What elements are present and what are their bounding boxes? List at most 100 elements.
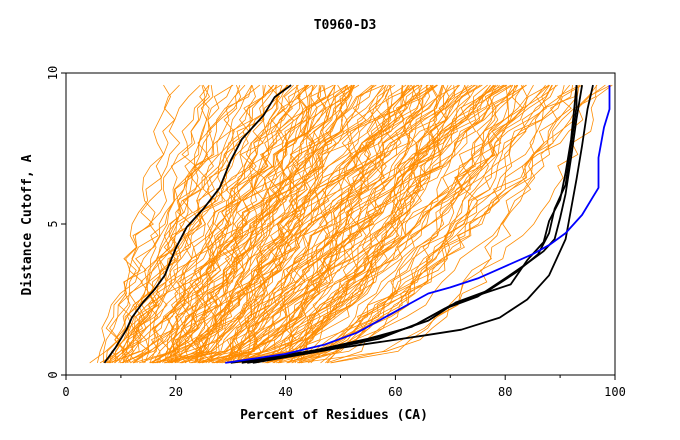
background-model-line	[134, 84, 355, 364]
background-model-line	[133, 84, 353, 364]
background-model-line	[286, 84, 553, 364]
x-tick-label: 60	[388, 385, 402, 399]
background-model-line	[132, 84, 298, 364]
background-model-line	[248, 84, 518, 363]
background-model-line	[106, 84, 206, 364]
y-tick-label: 0	[46, 371, 60, 378]
background-model-line	[264, 84, 527, 364]
background-model-line	[205, 84, 431, 364]
background-model-line	[219, 84, 437, 364]
background-model-line	[223, 84, 459, 364]
background-model-line	[189, 85, 443, 364]
model-series-lines	[103, 84, 611, 364]
background-model-line	[130, 84, 241, 364]
background-model-line	[257, 84, 471, 364]
background-model-line	[236, 84, 473, 364]
background-model-line	[242, 84, 524, 364]
background-model-line	[114, 84, 246, 364]
background-model-line	[287, 85, 565, 364]
background-model-line	[213, 84, 475, 364]
background-model-line	[266, 84, 500, 364]
background-model-line	[195, 84, 429, 364]
background-model-line	[266, 84, 513, 364]
x-tick-label: 100	[604, 385, 626, 399]
background-model-line	[296, 84, 583, 364]
background-model-line	[149, 84, 355, 364]
model-series-line	[252, 84, 594, 364]
y-axis-label: Distance Cutoff, A	[20, 154, 35, 295]
background-model-line	[151, 85, 278, 364]
y-tick-label: 10	[46, 66, 60, 80]
background-model-lines	[89, 84, 613, 364]
background-model-line	[280, 84, 476, 363]
background-model-line	[118, 84, 233, 364]
background-model-line	[178, 84, 412, 364]
background-model-line	[154, 84, 352, 364]
background-model-line	[310, 84, 550, 364]
background-model-line	[170, 84, 336, 364]
background-model-line	[97, 84, 253, 363]
x-tick-label: 40	[278, 385, 292, 399]
background-model-line	[103, 84, 242, 363]
background-model-line	[245, 84, 512, 364]
x-axis-label: Percent of Residues (CA)	[240, 408, 428, 423]
background-model-line	[298, 85, 573, 364]
background-model-line	[226, 84, 387, 364]
background-model-line	[164, 84, 352, 364]
background-model-line	[112, 85, 214, 364]
y-tick-label: 5	[46, 220, 60, 227]
background-model-line	[156, 84, 336, 364]
x-tick-label: 20	[169, 385, 183, 399]
background-model-line	[198, 84, 410, 364]
background-model-line	[122, 85, 308, 364]
background-model-line	[108, 84, 281, 364]
background-model-line	[133, 84, 310, 364]
background-model-line	[164, 84, 384, 363]
background-model-line	[330, 84, 613, 364]
background-model-line	[226, 84, 438, 364]
background-model-line	[247, 84, 481, 364]
background-model-line	[275, 84, 558, 364]
background-model-line	[326, 84, 606, 364]
background-model-line	[170, 84, 307, 363]
background-model-line	[165, 84, 384, 364]
background-model-line	[199, 84, 449, 364]
background-model-line	[216, 84, 478, 364]
x-tick-label: 80	[498, 385, 512, 399]
background-model-line	[171, 84, 309, 364]
background-model-line	[198, 85, 393, 364]
chart-title: T0960-D3	[314, 18, 377, 33]
background-model-line	[108, 84, 210, 364]
background-model-line	[198, 84, 409, 364]
background-model-line	[215, 84, 439, 364]
model-series-line	[103, 84, 292, 364]
background-model-line	[277, 84, 504, 363]
background-model-line	[207, 84, 438, 364]
background-model-line	[326, 84, 598, 364]
background-model-line	[105, 84, 201, 363]
background-model-line	[278, 84, 517, 364]
background-model-line	[286, 84, 524, 364]
background-model-line	[307, 85, 597, 364]
background-model-line	[325, 85, 580, 364]
background-model-line	[212, 84, 407, 364]
background-model-line	[138, 84, 288, 364]
background-model-line	[267, 84, 492, 364]
background-model-line	[164, 84, 396, 364]
background-model-line	[109, 84, 210, 364]
model-series-line	[247, 85, 578, 364]
background-model-line	[191, 84, 418, 364]
background-model-line	[279, 84, 550, 364]
background-model-line	[300, 84, 553, 363]
background-model-line	[198, 84, 353, 364]
background-model-line	[141, 84, 309, 363]
background-model-line	[300, 84, 528, 364]
background-model-line	[245, 84, 527, 364]
x-tick-label: 0	[62, 385, 69, 399]
background-model-line	[152, 84, 373, 364]
background-model-line	[121, 84, 283, 364]
x-axis-ticks: 0 20 40 60 80 100	[62, 375, 626, 399]
background-model-line	[278, 85, 508, 364]
background-model-line	[231, 84, 452, 364]
